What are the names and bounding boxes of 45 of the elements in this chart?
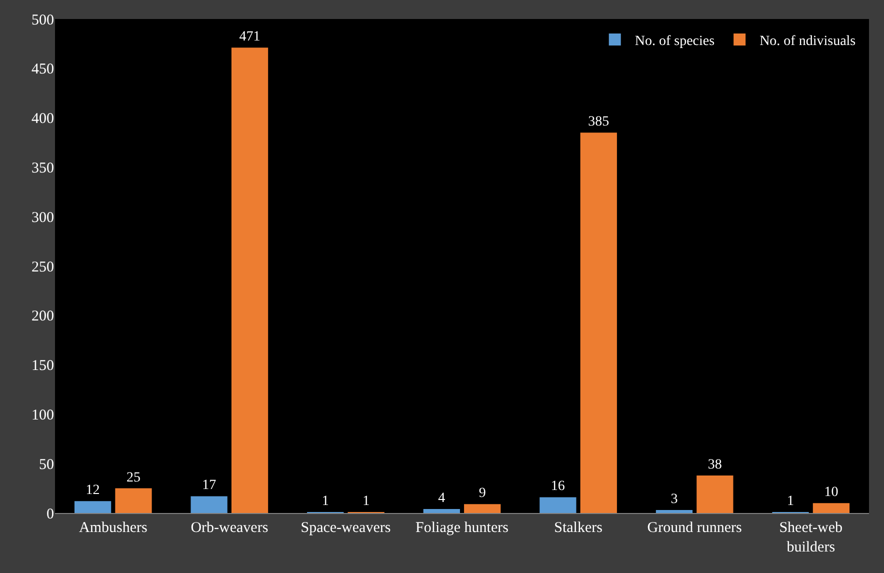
data-label: 9 [478, 486, 486, 502]
bar [74, 501, 112, 513]
x-tick-label: Sheet-web builders [779, 520, 843, 556]
bar [115, 488, 152, 513]
y-tick-label: 100 [32, 407, 54, 424]
bar [423, 509, 460, 513]
bar [464, 504, 501, 513]
y-tick-label: 500 [32, 12, 54, 28]
data-label: 12 [86, 483, 100, 498]
x-tick-label: Ambushers [78, 520, 148, 536]
data-label: 1 [362, 494, 370, 509]
data-label: 10 [824, 485, 838, 500]
y-tick-label: 50 [39, 456, 54, 473]
x-tick-label: Orb-weavers [190, 520, 268, 536]
data-label: 1 [322, 494, 329, 509]
legend-label: No. of species [634, 34, 715, 49]
data-label: 385 [588, 114, 610, 130]
y-tick-label: 150 [32, 358, 54, 374]
bar [231, 48, 268, 513]
bar [656, 510, 693, 513]
data-label: 1 [787, 494, 794, 509]
x-tick-label: Foliage hunters [416, 520, 509, 536]
x-tick-label: Ground runners [647, 520, 742, 536]
x-tick-label: Space-weavers [300, 520, 391, 536]
data-label: 25 [126, 470, 140, 486]
bar [540, 497, 576, 513]
data-label: 38 [708, 457, 722, 472]
data-label: 17 [202, 478, 216, 494]
bar [696, 475, 734, 513]
x-tick-label: Stalkers [554, 520, 603, 536]
bar [580, 132, 617, 513]
data-label: 3 [670, 492, 678, 508]
y-tick-label: 400 [32, 111, 54, 128]
y-tick-label: 250 [32, 259, 54, 276]
legend-label: No. of ndivisuals [760, 34, 856, 49]
data-label: 4 [438, 491, 446, 506]
data-label: 471 [239, 30, 260, 45]
y-tick-label: 200 [32, 308, 54, 325]
y-tick-label: 0 [46, 506, 54, 522]
data-label: 16 [550, 479, 565, 494]
y-tick-label: 300 [32, 210, 54, 226]
y-tick-label: 450 [32, 62, 54, 78]
bar [812, 503, 850, 513]
y-tick-label: 350 [32, 160, 54, 176]
bar [190, 496, 228, 513]
